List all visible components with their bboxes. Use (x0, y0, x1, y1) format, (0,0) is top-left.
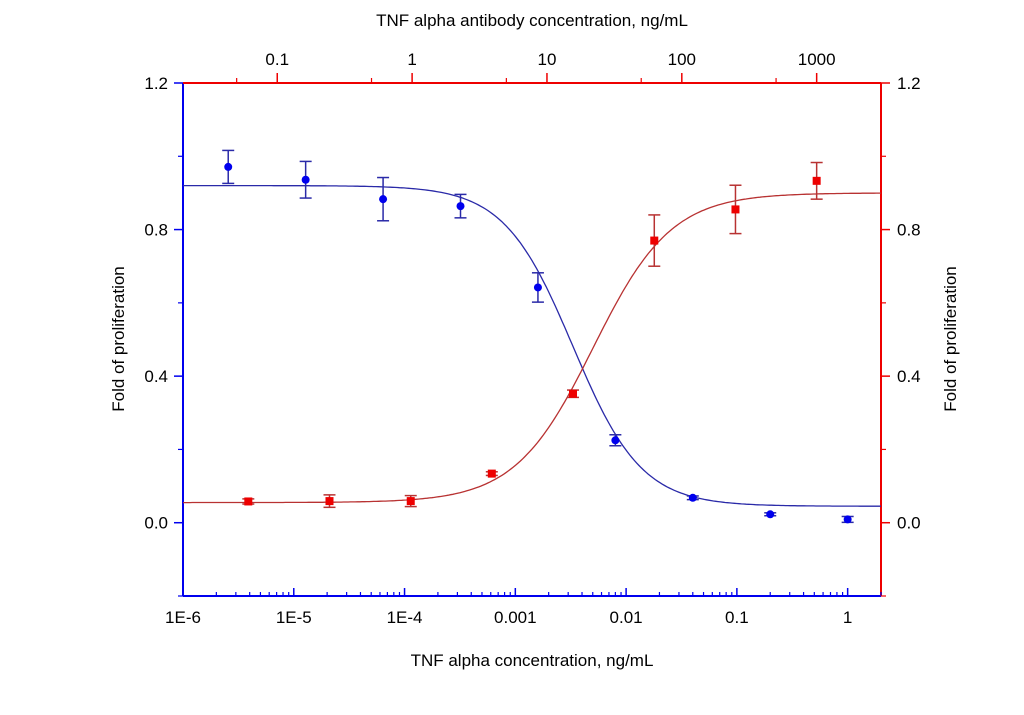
tnf-fit-curve (183, 184, 881, 507)
square-marker (812, 176, 821, 185)
x-top-tick-label: 1 (407, 50, 416, 69)
antibody-data-point (810, 161, 823, 200)
square-marker (487, 469, 496, 478)
circle-marker (379, 195, 388, 204)
x-top-tick-label: 100 (668, 50, 696, 69)
square-marker (406, 497, 415, 506)
x-bottom-tick-label: 0.01 (610, 608, 643, 627)
antibody-data-point (729, 184, 742, 235)
antibody-data-point (648, 214, 661, 267)
tnf-data-point (299, 160, 312, 199)
antibody-data-point (404, 494, 417, 508)
circle-marker (533, 283, 542, 292)
square-marker (244, 497, 253, 506)
y-right-tick-label: 0.0 (897, 514, 921, 533)
y-left-tick-label: 0.8 (144, 221, 168, 240)
x-top-tick-label: 10 (537, 50, 556, 69)
circle-marker (611, 436, 620, 445)
x-top-tick-label: 1000 (798, 50, 836, 69)
y-left-tick-label: 0.4 (144, 367, 168, 386)
circle-marker (688, 493, 697, 502)
y-right-tick-label: 1.2 (897, 74, 921, 93)
x-bottom-tick-label: 1 (843, 608, 852, 627)
axes: 1E-6 1E-5 1E-4 0.001 0.01 0.1 1 0.1 1 10 100 1000 0.… (144, 50, 920, 627)
circle-marker (301, 175, 310, 184)
y-left-tick-label: 1.2 (144, 74, 168, 93)
circle-marker (456, 202, 465, 211)
x-top-tick-label: 0.1 (265, 50, 289, 69)
antibody-fit-curve (183, 192, 881, 504)
tnf-data-point (454, 193, 467, 219)
x-bottom-tick-label: 1E-5 (276, 608, 312, 627)
tnf-data-point (609, 434, 622, 447)
y-right-tick-label: 0.4 (897, 367, 921, 386)
tnf-data-point (377, 176, 390, 222)
data-points (222, 149, 854, 524)
circle-marker (766, 510, 775, 519)
x-bottom-tick-label: 0.001 (494, 608, 537, 627)
tnf-data-point (841, 515, 854, 524)
x-bottom-axis-title: TNF alpha concentration, ng/mL (411, 651, 654, 670)
tnf-data-point (531, 272, 544, 303)
square-marker (731, 205, 740, 214)
square-marker (569, 389, 578, 398)
antibody-data-point (567, 389, 580, 399)
tnf-data-point (222, 149, 235, 185)
antibody-data-point (242, 497, 255, 506)
fit-curves (183, 184, 881, 507)
y-left-tick-label: 0.0 (144, 514, 168, 533)
x-bottom-tick-label: 1E-4 (387, 608, 423, 627)
square-marker (650, 236, 659, 245)
circle-marker (843, 515, 852, 524)
circle-marker (224, 162, 233, 171)
antibody-data-point (485, 469, 498, 478)
x-bottom-tick-label: 0.1 (725, 608, 749, 627)
tnf-data-point (686, 493, 699, 502)
x-top-axis-title: TNF alpha antibody concentration, ng/mL (376, 11, 688, 30)
x-bottom-tick-label: 1E-6 (165, 608, 201, 627)
square-marker (325, 497, 334, 506)
antibody-data-point (323, 494, 336, 509)
y-right-axis-title: Fold of proliferation (941, 266, 960, 412)
tnf-data-point (764, 510, 777, 519)
y-right-tick-label: 0.8 (897, 221, 921, 240)
y-left-axis-title: Fold of proliferation (109, 266, 128, 412)
